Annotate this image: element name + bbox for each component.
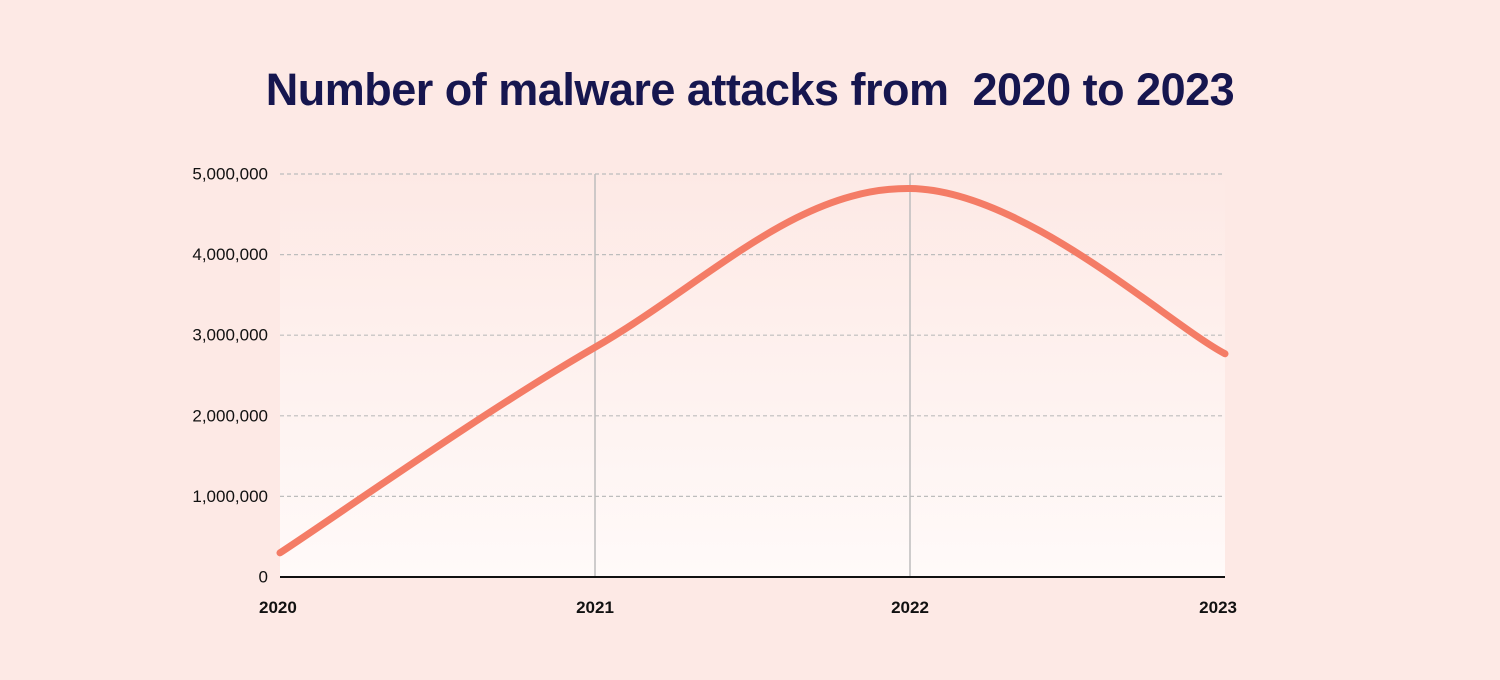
x-tick-label: 2021 bbox=[576, 598, 614, 617]
y-tick-label: 1,000,000 bbox=[192, 487, 268, 506]
y-tick-label: 0 bbox=[259, 567, 268, 586]
series-line bbox=[276, 185, 1229, 557]
y-tick-label: 5,000,000 bbox=[192, 164, 268, 183]
x-tick-label: 2023 bbox=[1199, 598, 1237, 617]
y-tick-label: 4,000,000 bbox=[192, 245, 268, 264]
x-tick-label: 2022 bbox=[891, 598, 929, 617]
chart-title: Number of malware attacks from 2020 to 2… bbox=[265, 64, 1235, 115]
y-tick-label: 3,000,000 bbox=[192, 326, 268, 345]
y-tick-label: 2,000,000 bbox=[192, 406, 268, 425]
plot-area-background bbox=[280, 174, 1225, 577]
x-tick-label: 2020 bbox=[259, 598, 297, 617]
